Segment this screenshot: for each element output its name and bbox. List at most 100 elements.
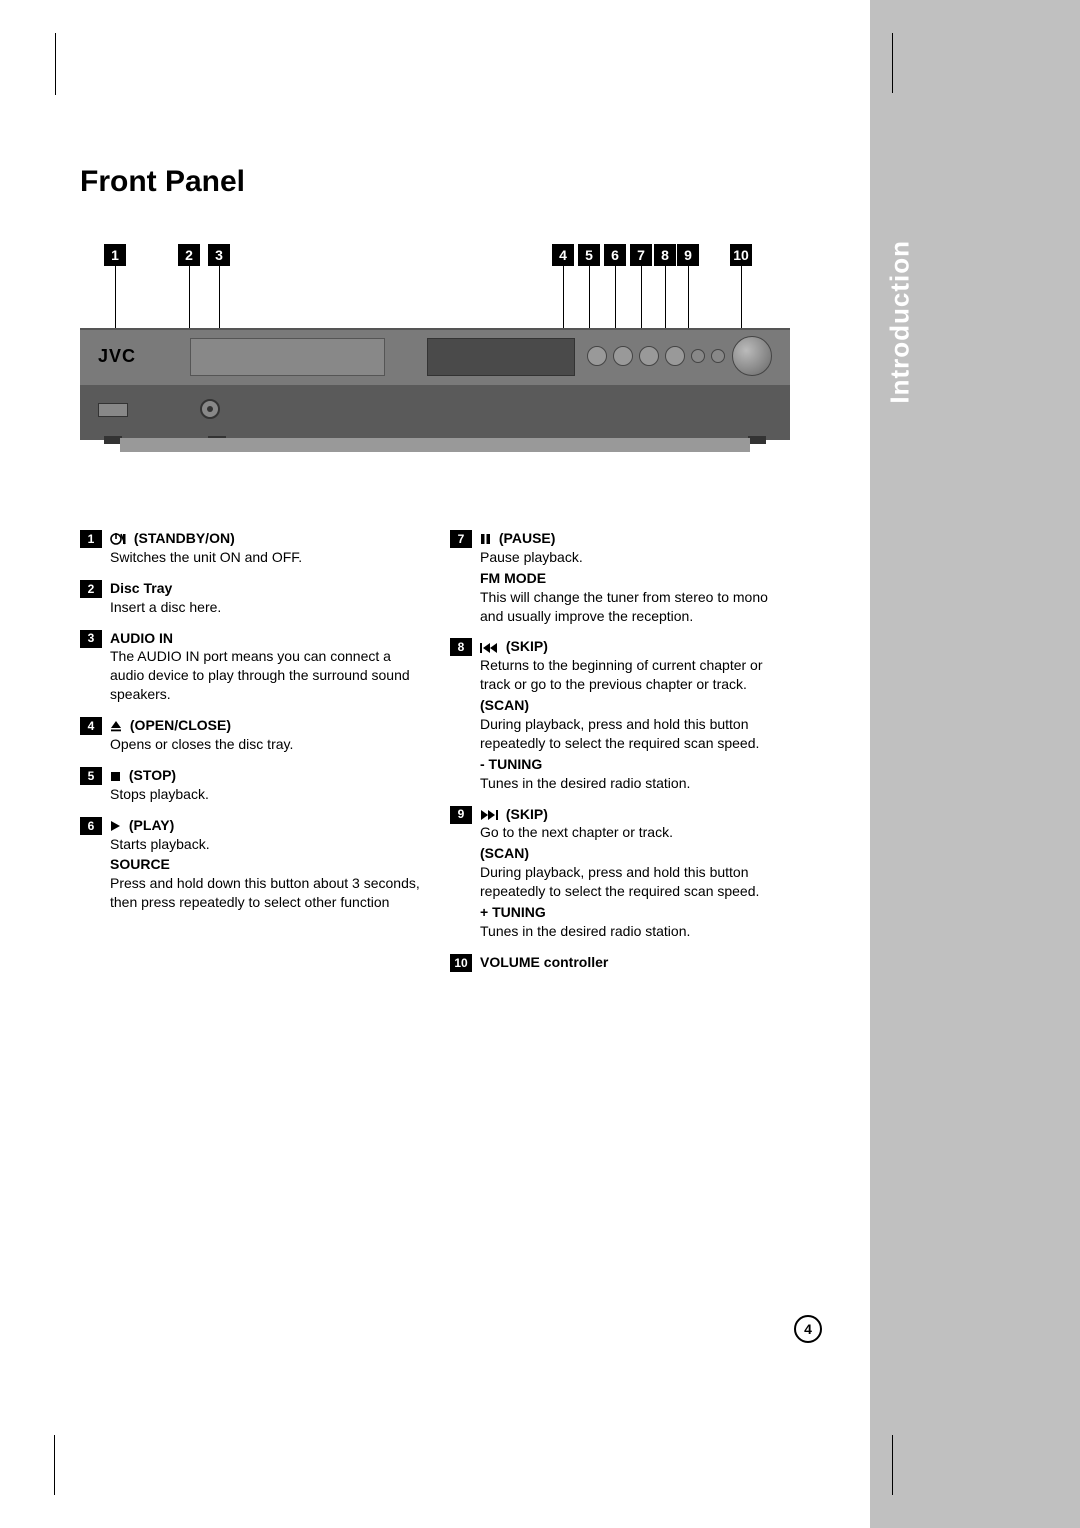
device-lower	[80, 385, 790, 440]
item-text: Stops playback.	[110, 785, 420, 804]
crop-mark	[55, 55, 95, 95]
item-number: 8	[450, 638, 472, 656]
audio-in-jack	[200, 399, 220, 419]
desc-item-7: 7 (PAUSE)Pause playback.FM MODEThis will…	[450, 529, 790, 625]
section-tab: Introduction	[885, 240, 916, 404]
item-text: Insert a disc here.	[110, 598, 420, 617]
skip-fwd-button	[711, 349, 725, 363]
item-body: (SKIP)Returns to the beginning of curren…	[480, 637, 790, 792]
item-text: Switches the unit ON and OFF.	[110, 548, 420, 567]
device-shadow	[120, 438, 750, 452]
item-body: AUDIO INThe AUDIO IN port means you can …	[110, 629, 420, 705]
callout-line	[189, 266, 190, 328]
desc-item-4: 4 (OPEN/CLOSE)Opens or closes the disc t…	[80, 716, 420, 754]
item-text: Opens or closes the disc tray.	[110, 735, 420, 754]
desc-item-9: 9 (SKIP)Go to the next chapter or track.…	[450, 805, 790, 941]
item-body: (PLAY)Starts playback.SOURCEPress and ho…	[110, 816, 420, 912]
disc-tray	[190, 338, 385, 376]
item-body: (OPEN/CLOSE)Opens or closes the disc tra…	[110, 716, 420, 754]
item-title: (PAUSE)	[480, 529, 790, 548]
stop-button	[613, 346, 633, 366]
skipback-icon	[480, 638, 502, 654]
item-subtitle: SOURCE	[110, 855, 420, 874]
item-subtitle: (SCAN)	[480, 696, 790, 715]
item-text: The AUDIO IN port means you can connect …	[110, 647, 420, 704]
play-icon	[110, 817, 125, 833]
desc-item-1: 1 (STANDBY/ON)Switches the unit ON and O…	[80, 529, 420, 567]
item-number: 3	[80, 630, 102, 648]
callout-9: 9	[677, 244, 699, 266]
volume-knob	[732, 336, 772, 376]
front-panel-diagram: 12345678910 JVC	[80, 244, 790, 474]
desc-item-6: 6 (PLAY)Starts playback.SOURCEPress and …	[80, 816, 420, 912]
item-text: Tunes in the desired radio station.	[480, 774, 790, 793]
item-title: (SKIP)	[480, 805, 790, 824]
desc-item-2: 2 Disc TrayInsert a disc here.	[80, 579, 420, 617]
brand-logo: JVC	[98, 346, 136, 367]
description-columns: 1 (STANDBY/ON)Switches the unit ON and O…	[80, 529, 790, 984]
crop-mark	[852, 55, 892, 95]
item-title: AUDIO IN	[110, 629, 420, 648]
callout-2: 2	[178, 244, 200, 266]
desc-item-10: 10 VOLUME controller	[450, 953, 790, 972]
item-text: Pause playback.	[480, 548, 790, 567]
item-number: 2	[80, 580, 102, 598]
callout-5: 5	[578, 244, 600, 266]
item-subtitle: - TUNING	[480, 755, 790, 774]
item-text: Returns to the beginning of current chap…	[480, 656, 790, 694]
pause-button	[665, 346, 685, 366]
display-panel	[427, 338, 575, 376]
description-col-right: 7 (PAUSE)Pause playback.FM MODEThis will…	[450, 529, 790, 984]
desc-item-5: 5 (STOP)Stops playback.	[80, 766, 420, 804]
item-subtitle: (SCAN)	[480, 844, 790, 863]
item-body: Disc TrayInsert a disc here.	[110, 579, 420, 617]
standby-button	[98, 403, 128, 417]
item-number: 1	[80, 530, 102, 548]
item-title: (PLAY)	[110, 816, 420, 835]
stop-icon	[110, 767, 125, 783]
skip-back-button	[691, 349, 705, 363]
item-title: VOLUME controller	[480, 953, 790, 972]
item-subtitle: + TUNING	[480, 903, 790, 922]
callout-7: 7	[630, 244, 652, 266]
foot	[748, 436, 766, 444]
button-row	[587, 346, 725, 366]
item-subtitle: FM MODE	[480, 569, 790, 588]
power-icon	[110, 530, 130, 546]
pause-icon	[480, 530, 495, 546]
description-col-left: 1 (STANDBY/ON)Switches the unit ON and O…	[80, 529, 420, 984]
callout-3: 3	[208, 244, 230, 266]
item-title: (SKIP)	[480, 637, 790, 656]
callout-line	[219, 266, 220, 328]
item-title: Disc Tray	[110, 579, 420, 598]
open-close-button	[587, 346, 607, 366]
callout-4: 4	[552, 244, 574, 266]
crop-mark	[55, 1433, 95, 1473]
item-body: VOLUME controller	[480, 953, 790, 972]
section-sidebar	[870, 0, 1080, 1528]
item-title: (STANDBY/ON)	[110, 529, 420, 548]
page-title: Front Panel	[80, 165, 790, 199]
item-text: Starts playback.	[110, 835, 420, 854]
item-body: (STOP)Stops playback.	[110, 766, 420, 804]
callout-8: 8	[654, 244, 676, 266]
item-text: During playback, press and hold this but…	[480, 863, 790, 901]
item-number: 10	[450, 954, 472, 972]
item-number: 9	[450, 806, 472, 824]
desc-item-3: 3 AUDIO INThe AUDIO IN port means you can…	[80, 629, 420, 705]
page-number: 4	[794, 1315, 822, 1343]
crop-mark	[852, 1433, 892, 1473]
page-content: Front Panel 12345678910 JVC	[80, 165, 790, 984]
item-body: (SKIP)Go to the next chapter or track. (S…	[480, 805, 790, 941]
skipfwd-icon	[480, 806, 502, 822]
item-number: 5	[80, 767, 102, 785]
item-number: 7	[450, 530, 472, 548]
callout-1: 1	[104, 244, 126, 266]
desc-item-8: 8 (SKIP)Returns to the beginning of curr…	[450, 637, 790, 792]
item-body: (STANDBY/ON)Switches the unit ON and OFF…	[110, 529, 420, 567]
item-number: 4	[80, 717, 102, 735]
item-text: Go to the next chapter or track.	[480, 823, 790, 842]
eject-icon	[110, 717, 126, 733]
play-button	[639, 346, 659, 366]
device-body: JVC	[80, 328, 790, 438]
